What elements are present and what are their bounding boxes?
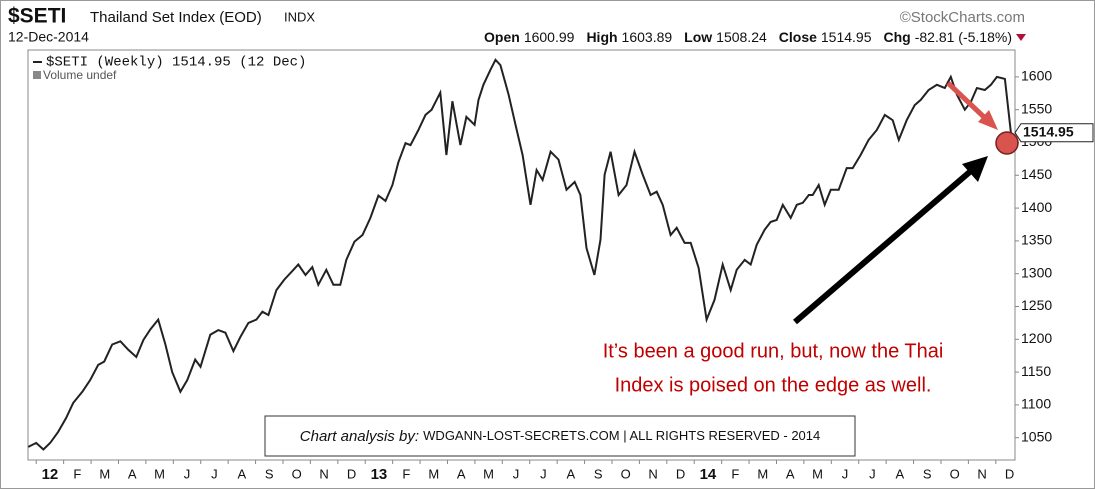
black-arrow: [793, 167, 974, 325]
index-name: Thailand Set Index (EOD): [90, 9, 262, 26]
symbol: $SETI: [8, 5, 66, 28]
credit-box: [264, 415, 856, 457]
x-tick-label: 14: [700, 466, 717, 483]
x-tick-label: S: [923, 466, 932, 481]
credit-text: WDGANN-LOST-SECRETS.COM | ALL RIGHTS RES…: [423, 428, 820, 443]
plot: 1050110011501200125013001350140014501500…: [27, 58, 1094, 483]
x-tick-label: A: [238, 466, 247, 481]
annotation: It’s been a good run, but, now the Thai: [603, 340, 944, 362]
y-tick-label: 1150: [1021, 363, 1051, 379]
y-tick-label: 1300: [1021, 264, 1052, 280]
x-tick-label: D: [347, 466, 356, 481]
price-line: [27, 58, 1012, 451]
x-tick-label: A: [567, 466, 576, 481]
credit: Chart analysis by: WDGANN-LOST-SECRETS.C…: [300, 428, 820, 445]
x-tick-label: M: [99, 466, 110, 481]
y-tick-label: 1100: [1021, 396, 1051, 412]
x-tick-label: J: [842, 466, 849, 481]
date: 12-Dec-2014: [8, 29, 89, 45]
quote-value: 1514.95: [821, 29, 872, 45]
quote-value: 1603.89: [622, 29, 673, 45]
x-tick-label: S: [594, 466, 603, 481]
plot-frame: [27, 49, 1016, 461]
quote-label: Close: [779, 29, 817, 45]
quote-label: High: [586, 29, 617, 45]
x-tick-label: J: [869, 466, 876, 481]
last-price-box: [1014, 123, 1094, 143]
y-tick-label: 1350: [1021, 232, 1052, 248]
credit-prefix: Chart analysis by:: [300, 428, 419, 445]
black-arrow-head: [962, 156, 988, 182]
x-tick-label: M: [154, 466, 165, 481]
x-tick-label: F: [731, 466, 739, 481]
y-tick-label: 1400: [1021, 199, 1052, 215]
quote: Open 1600.99 High 1603.89 Low 1508.24 Close 151…: [484, 29, 1012, 45]
x-tick-label: J: [184, 466, 191, 481]
y-tick-label: 1450: [1021, 166, 1052, 182]
x-tick-label: D: [1005, 466, 1014, 481]
x-tick-label: M: [483, 466, 494, 481]
copyright: ©StockCharts.com: [900, 9, 1025, 26]
x-tick-label: O: [621, 466, 631, 481]
x-tick-label: N: [977, 466, 986, 481]
annotation: Index is poised on the edge as well.: [615, 374, 932, 396]
x-tick-label: J: [513, 466, 520, 481]
legend-entry: Volume undef: [43, 68, 117, 82]
x-tick-label: S: [265, 466, 274, 481]
x-tick-label: J: [540, 466, 547, 481]
highlight-circle: [995, 131, 1019, 155]
quote-value: 1508.24: [716, 29, 767, 45]
legend-entry: $SETI (Weekly) 1514.95 (12 Dec): [46, 55, 306, 71]
x-tick-label: 13: [371, 466, 388, 483]
y-tick-label: 1250: [1021, 297, 1052, 313]
quote-label: Low: [684, 29, 712, 45]
volume-icon: [33, 71, 41, 79]
y-tick-label: 1550: [1021, 100, 1052, 116]
x-tick-label: M: [757, 466, 768, 481]
x-tick-label: A: [786, 466, 795, 481]
quote-label: Chg: [884, 29, 911, 45]
exchange: INDX: [284, 9, 315, 24]
x-tick-label: M: [812, 466, 823, 481]
x-tick-label: M: [428, 466, 439, 481]
x-tick-label: J: [211, 466, 218, 481]
quote-label: Open: [484, 29, 520, 45]
x-tick-label: N: [648, 466, 657, 481]
x-tick-label: 12: [42, 466, 59, 483]
last-price-label: 1514.95: [1023, 123, 1074, 139]
x-tick-label: D: [676, 466, 685, 481]
x-tick-label: O: [950, 466, 960, 481]
y-tick-label: 1200: [1021, 330, 1052, 346]
y-tick-label: 1050: [1021, 428, 1052, 444]
x-tick-label: A: [457, 466, 466, 481]
x-tick-label: F: [402, 466, 410, 481]
x-tick-label: N: [319, 466, 328, 481]
x-tick-label: A: [896, 466, 905, 481]
quote-value: -82.81 (-5.18%): [915, 29, 1012, 45]
down-indicator: [1016, 34, 1026, 41]
x-tick-label: F: [73, 466, 81, 481]
y-tick-label: 1600: [1021, 68, 1052, 84]
x-tick-label: O: [292, 466, 302, 481]
x-tick-label: A: [128, 466, 137, 481]
red-arrow: [946, 81, 987, 120]
red-arrow-head: [978, 110, 998, 130]
quote-value: 1600.99: [524, 29, 575, 45]
